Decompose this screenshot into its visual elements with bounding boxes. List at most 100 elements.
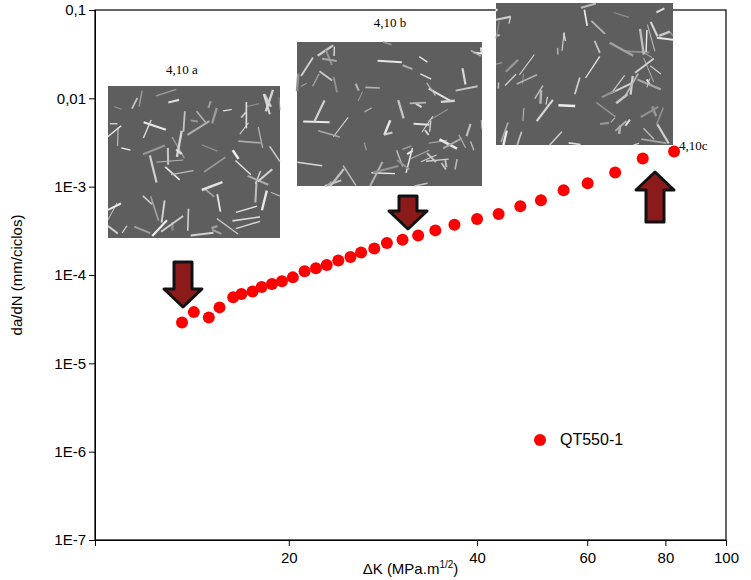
inset-texture (217, 219, 238, 234)
inset-texture (211, 226, 217, 228)
inset (496, 3, 673, 145)
inset-texture (121, 148, 130, 150)
y-axis: 1E-71E-61E-51E-41E-30,010,1 (54, 1, 95, 548)
y-tick: 1E-5 (54, 355, 95, 372)
point (558, 184, 570, 196)
point (332, 254, 344, 266)
inset-texture (641, 107, 659, 117)
inset-texture (537, 100, 553, 121)
inset-image (108, 86, 280, 238)
inset-texture (333, 47, 335, 56)
y-tick: 1E-4 (54, 266, 95, 283)
inset-texture (481, 120, 483, 129)
inset-texture (279, 97, 280, 110)
inset-texture (108, 126, 121, 137)
inset-texture (122, 226, 127, 233)
point (214, 301, 226, 313)
arrow (389, 196, 427, 229)
y-tick-mark (89, 10, 95, 11)
inset-texture (152, 220, 167, 236)
inset-texture (471, 142, 474, 151)
inset-texture (517, 132, 521, 145)
inset-texture (643, 128, 654, 139)
y-tick: 0,1 (65, 1, 95, 18)
y-tick-mark (89, 98, 95, 99)
y-tick-label: 1E-3 (54, 178, 86, 195)
inset-texture (258, 169, 272, 181)
inset-texture (365, 87, 380, 89)
y-tick: 1E-7 (54, 531, 95, 548)
x-axis-title-end: ) (453, 560, 458, 577)
inset-texture (443, 138, 461, 148)
x-tick-label: 60 (579, 549, 596, 566)
inset-texture (425, 130, 429, 135)
inset-texture (416, 104, 422, 107)
inset-texture (108, 203, 121, 209)
x-axis-title-sup: 1/2 (439, 559, 453, 570)
inset-texture (462, 68, 465, 84)
inset-texture (236, 221, 260, 228)
inset-texture (611, 118, 615, 122)
inset-texture (262, 191, 267, 211)
inset-texture (318, 131, 340, 137)
inset-texture (117, 128, 119, 146)
inset-texture (421, 155, 436, 162)
inset-texture (156, 89, 176, 96)
y-tick-mark (89, 275, 95, 276)
inset-texture (204, 157, 226, 172)
inset-texture (313, 74, 320, 86)
inset-texture (535, 86, 543, 99)
inset-texture (217, 194, 220, 212)
inset-texture (343, 165, 356, 185)
inset-label: 4,10 b (374, 15, 407, 30)
inset-texture (633, 143, 639, 145)
point (299, 265, 311, 277)
x-axis-title-text: ΔK (MPa.m (363, 560, 440, 577)
legend: QT550-1 (534, 431, 623, 448)
inset-texture (333, 117, 348, 136)
inset-texture (471, 51, 481, 57)
inset-texture (191, 233, 214, 236)
inset-texture (314, 100, 324, 121)
inset-texture (610, 43, 634, 56)
point (535, 194, 547, 206)
inset-texture (641, 139, 666, 143)
inset-texture (616, 94, 627, 103)
inset-texture (258, 127, 262, 148)
inset-texture (334, 77, 337, 92)
inset-texture (187, 209, 189, 231)
inset-texture (496, 63, 502, 64)
inset-texture (139, 91, 142, 107)
inset-texture (414, 183, 427, 186)
inset-texture (581, 3, 596, 7)
inset-texture (496, 21, 499, 38)
inset-texture (384, 133, 393, 135)
inset-texture (202, 182, 223, 190)
inset-label: 4,10c (679, 138, 708, 153)
inset-texture (246, 102, 248, 128)
inset-texture (208, 101, 210, 108)
inset-texture (301, 83, 307, 86)
inset-texture (402, 146, 411, 149)
inset-label: 4,10 a (166, 62, 198, 77)
inset-texture (223, 109, 232, 110)
inset-texture (114, 107, 121, 110)
inset-texture (108, 226, 118, 234)
point (412, 230, 424, 242)
inset-texture (370, 162, 382, 186)
x-tick-mark (587, 540, 588, 546)
inset-texture (456, 86, 478, 90)
inset-texture (591, 21, 605, 34)
point (429, 224, 441, 236)
inset-texture (177, 131, 182, 157)
inset-texture (167, 148, 169, 165)
inset-texture (132, 98, 137, 109)
inset-texture (569, 143, 581, 145)
inset-texture (187, 121, 209, 135)
y-tick-label: 1E-6 (54, 443, 86, 460)
x-tick: 20 (281, 540, 298, 566)
x-tick: 100 (714, 540, 739, 566)
inset-texture (356, 84, 359, 91)
inset-texture (467, 124, 471, 136)
inset-texture (301, 58, 313, 76)
